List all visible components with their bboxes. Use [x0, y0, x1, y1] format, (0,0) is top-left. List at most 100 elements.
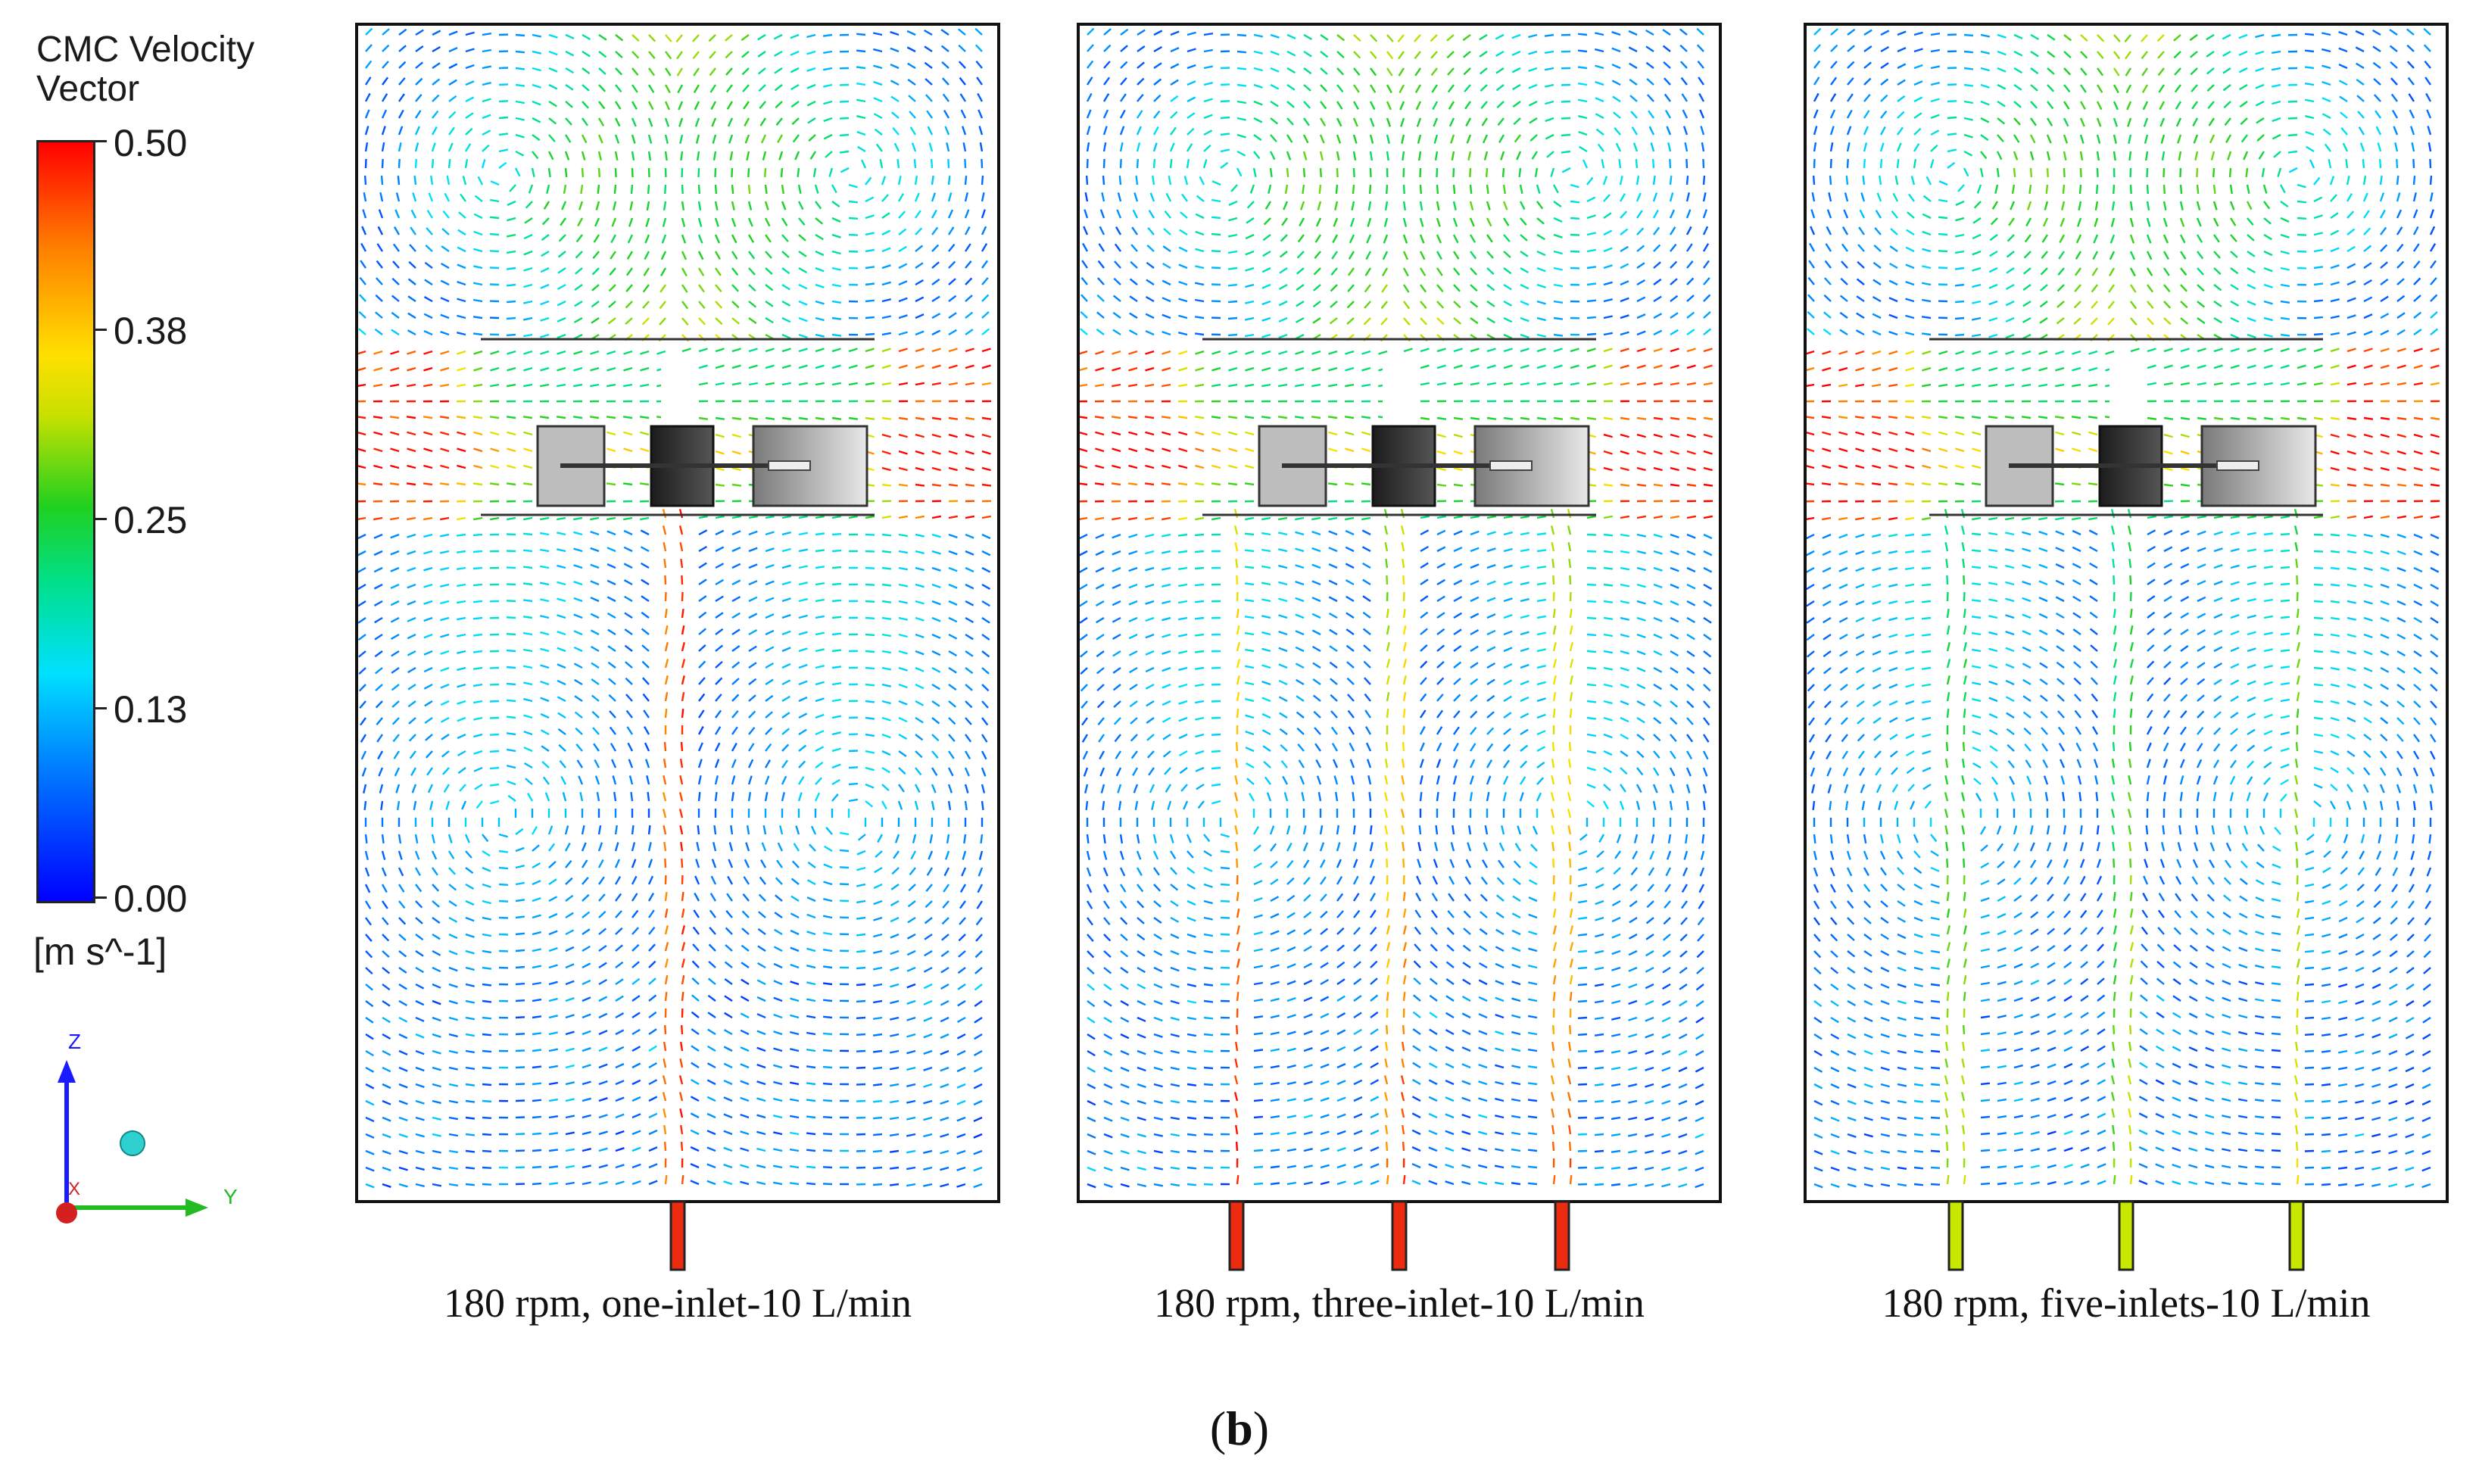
velocity-vector: [631, 977, 641, 985]
velocity-vector: [1453, 612, 1462, 619]
velocity-vector: [1568, 558, 1572, 569]
velocity-vector: [940, 1083, 950, 1089]
velocity-vector: [1383, 809, 1389, 818]
velocity-vector: [1402, 942, 1408, 952]
velocity-vector: [714, 759, 720, 768]
velocity-vector: [522, 549, 533, 553]
velocity-vector: [1419, 759, 1424, 768]
velocity-vector: [1370, 960, 1378, 968]
velocity-vector: [1220, 899, 1230, 903]
velocity-vector: [598, 1097, 608, 1102]
velocity-vector: [1102, 126, 1108, 136]
velocity-vector: [597, 167, 600, 178]
velocity-vector: [715, 677, 723, 685]
velocity-vector: [639, 416, 650, 419]
velocity-vector: [1603, 348, 1613, 353]
velocity-vector: [625, 301, 633, 309]
velocity-vector: [1520, 348, 1529, 353]
velocity-vector: [1087, 1017, 1096, 1024]
velocity-vector: [464, 834, 470, 843]
velocity-vector: [1664, 77, 1671, 86]
velocity-vector: [1611, 64, 1621, 70]
velocity-vector: [631, 1012, 641, 1019]
velocity-vector: [1611, 949, 1621, 956]
velocity-vector: [473, 265, 483, 270]
velocity-vector: [1464, 876, 1472, 885]
velocity-vector: [856, 98, 866, 103]
velocity-vector: [1545, 83, 1554, 88]
velocity-vector: [531, 167, 535, 177]
velocity-vector: [1096, 667, 1105, 675]
velocity-vector: [423, 416, 433, 419]
velocity-vector: [1603, 416, 1614, 420]
velocity-vector: [557, 597, 566, 603]
velocity-vector: [1386, 974, 1390, 985]
velocity-vector: [428, 192, 434, 202]
velocity-vector: [364, 126, 370, 136]
velocity-vector: [375, 700, 383, 709]
velocity-vector: [798, 416, 809, 420]
velocity-vector: [1286, 877, 1295, 885]
velocity-vector: [663, 558, 667, 569]
velocity-vector: [1470, 348, 1480, 353]
velocity-vector: [365, 1066, 375, 1073]
velocity-vector: [590, 531, 600, 536]
velocity-vector: [1345, 366, 1355, 372]
velocity-vector: [465, 1016, 476, 1021]
velocity-vector: [1553, 217, 1563, 223]
velocity-vector: [1170, 111, 1178, 119]
velocity-vector: [615, 1046, 625, 1052]
velocity-vector: [680, 1124, 684, 1135]
velocity-vector: [532, 100, 541, 106]
velocity-vector: [765, 727, 773, 735]
velocity-vector: [773, 1148, 783, 1152]
velocity-vector: [731, 184, 734, 195]
velocity-vector: [548, 878, 557, 885]
velocity-vector: [873, 48, 883, 53]
velocity-vector: [1470, 364, 1480, 369]
velocity-vector: [915, 550, 925, 554]
velocity-vector: [929, 834, 934, 843]
velocity-vector: [1144, 482, 1155, 486]
velocity-vector: [631, 1079, 641, 1086]
velocity-vector: [930, 158, 934, 169]
velocity-vector: [1430, 34, 1438, 42]
velocity-vector: [1586, 616, 1597, 619]
velocity-vector: [548, 861, 557, 868]
velocity-vector: [606, 579, 616, 586]
velocity-vector: [961, 126, 967, 136]
velocity-vector: [663, 841, 667, 852]
velocity-vector: [1282, 775, 1289, 785]
velocity-vector: [1579, 834, 1588, 841]
velocity-vector: [1662, 950, 1671, 958]
velocity-vector: [1586, 566, 1597, 569]
velocity-vector: [580, 184, 584, 195]
velocity-vector: [440, 566, 450, 571]
velocity-vector: [781, 316, 791, 323]
velocity-vector: [465, 1049, 475, 1054]
velocity-vector: [965, 243, 971, 252]
velocity-vector: [498, 833, 508, 838]
velocity-vector: [1118, 800, 1122, 811]
velocity-vector: [414, 142, 419, 152]
velocity-vector: [1679, 950, 1688, 958]
velocity-vector: [839, 133, 850, 137]
velocity-vector: [773, 1097, 783, 1102]
velocity-vector: [760, 134, 767, 144]
velocity-vector: [923, 1083, 933, 1088]
velocity-vector: [909, 867, 916, 876]
velocity-vector: [1586, 716, 1597, 720]
velocity-vector: [914, 192, 920, 202]
velocity-vector: [915, 515, 925, 519]
velocity-vector: [1236, 974, 1240, 985]
velocity-vector: [1312, 301, 1321, 308]
velocity-vector: [398, 884, 405, 893]
velocity-vector: [1629, 62, 1638, 70]
velocity-vector: [856, 66, 866, 70]
velocity-vector: [957, 28, 966, 36]
velocity-vector: [1646, 900, 1654, 909]
velocity-vector: [432, 867, 438, 876]
velocity-vector: [981, 483, 992, 487]
tick-mark: [93, 518, 107, 520]
velocity-vector: [740, 1080, 750, 1086]
